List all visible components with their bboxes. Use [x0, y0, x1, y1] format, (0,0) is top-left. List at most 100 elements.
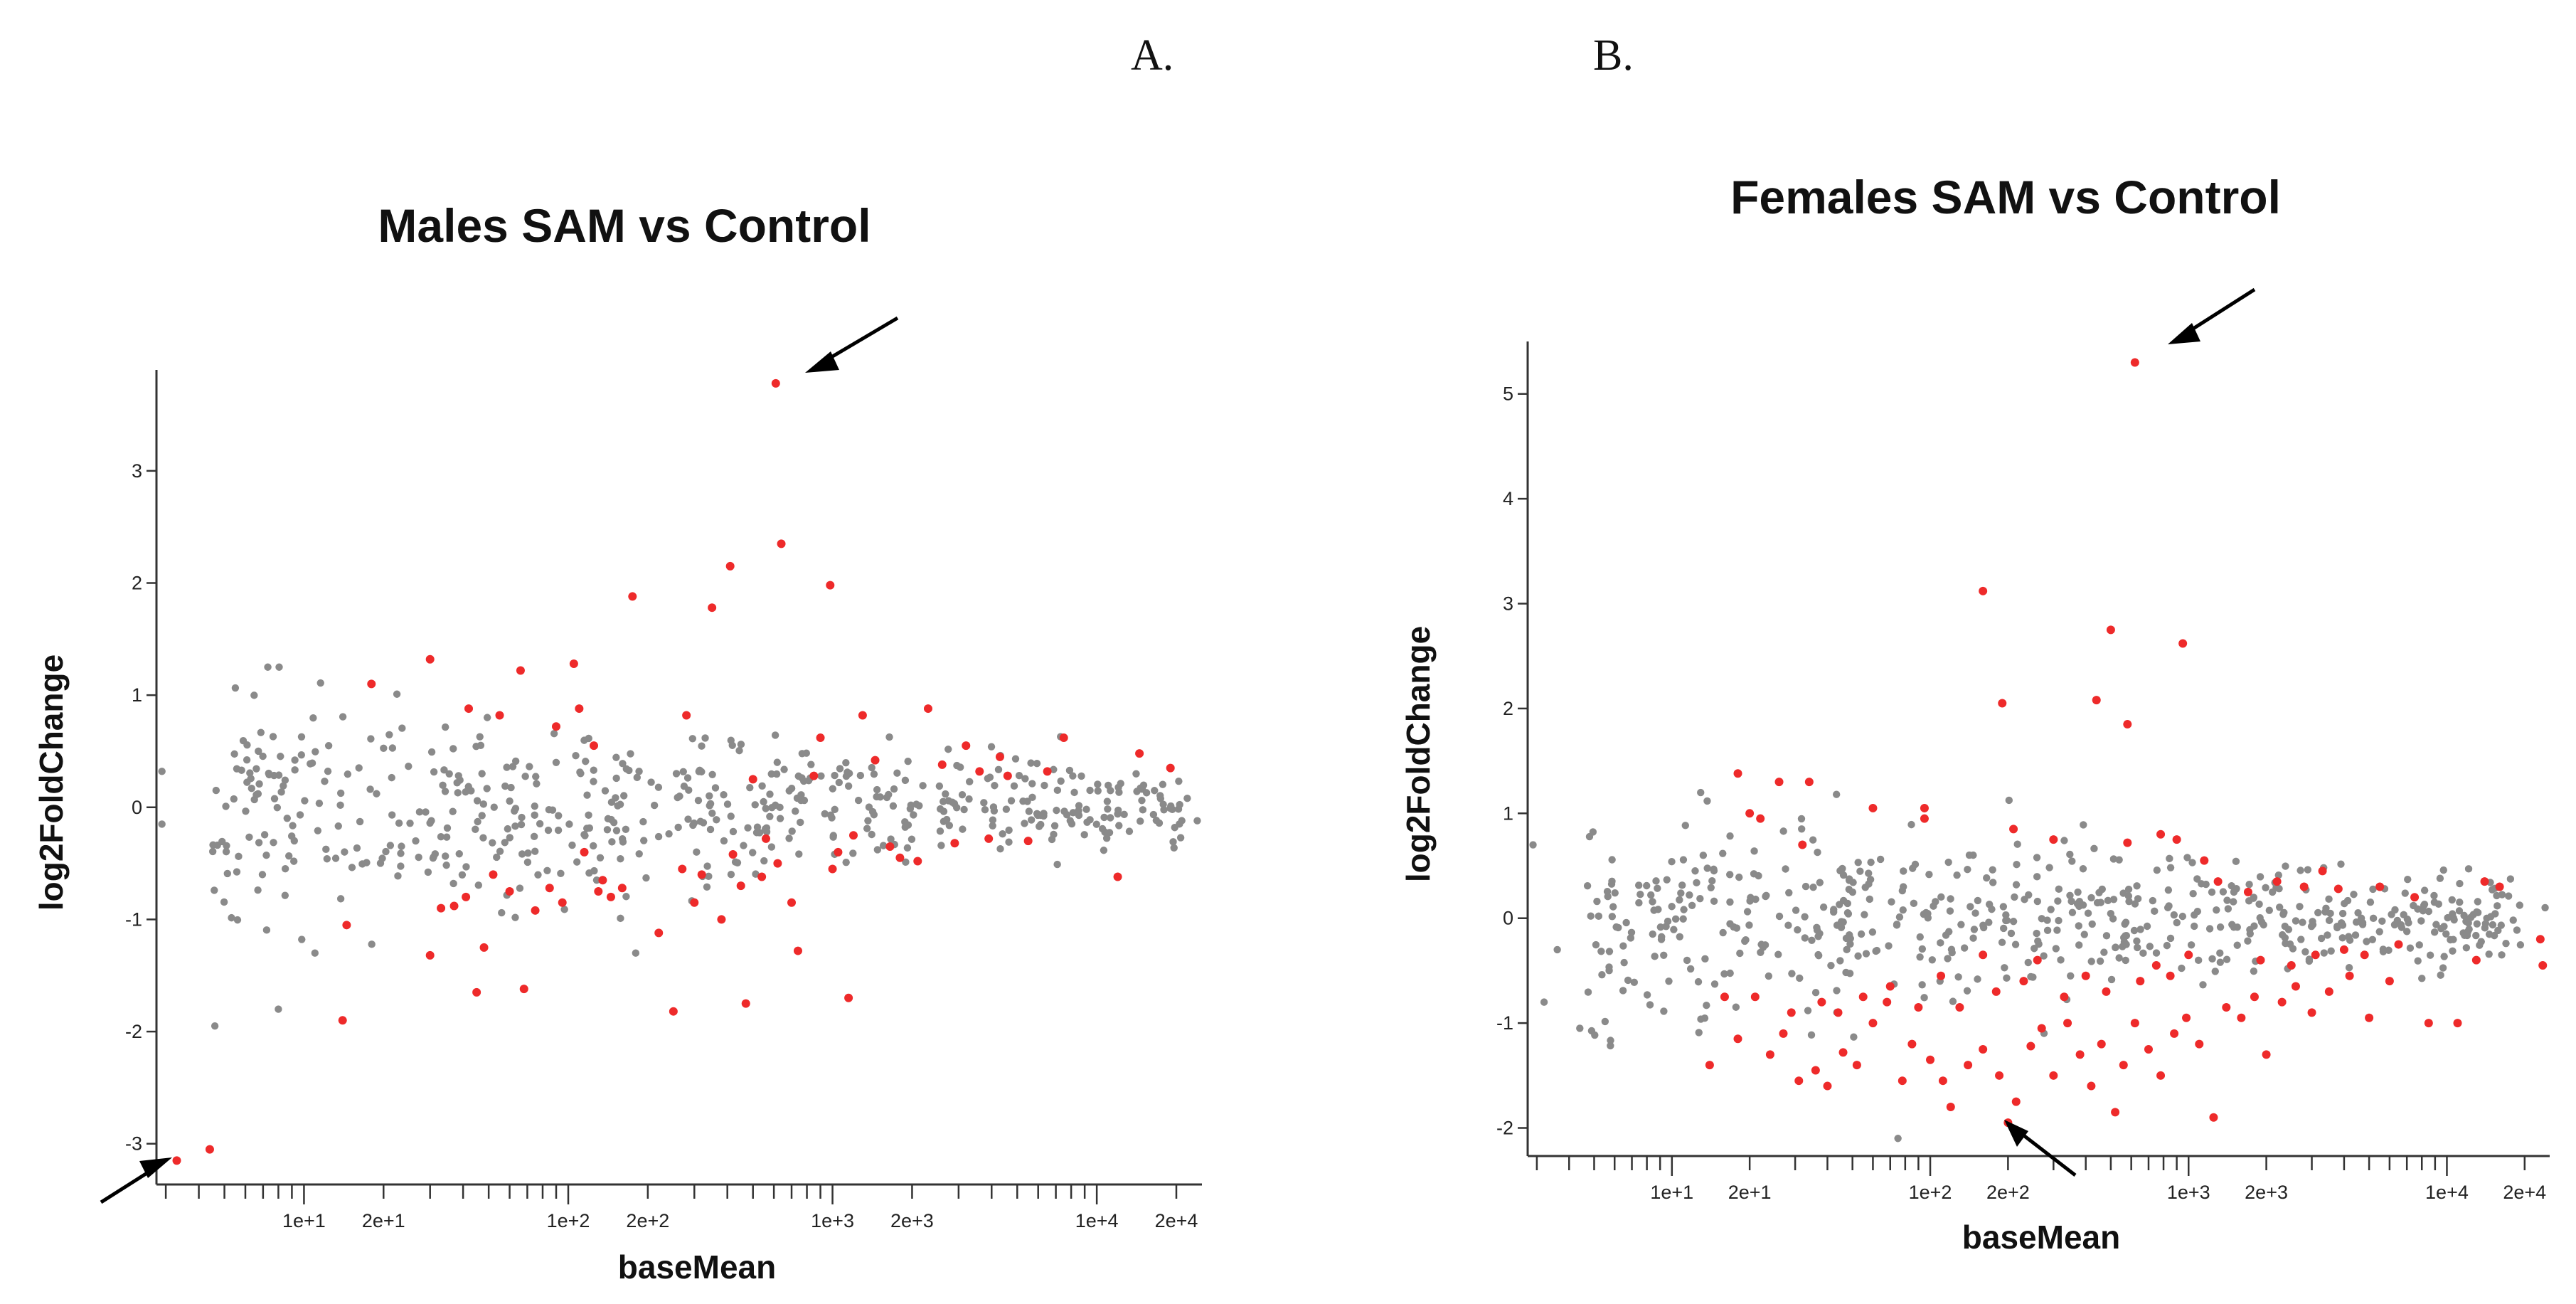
nonsig-point	[388, 773, 395, 782]
nonsig-point	[2075, 941, 2083, 949]
nonsig-point	[2483, 914, 2491, 923]
nonsig-point	[1607, 1037, 1614, 1044]
nonsig-point	[987, 743, 996, 751]
nonsig-point	[944, 746, 952, 753]
nonsig-point	[2504, 892, 2513, 900]
nonsig-point	[1166, 805, 1174, 812]
nonsig-point	[1686, 891, 1693, 899]
nonsig-point	[2149, 896, 2157, 905]
nonsig-point	[415, 853, 422, 862]
nonsig-point	[2430, 928, 2439, 936]
nonsig-point	[727, 812, 735, 820]
nonsig-point	[316, 679, 324, 687]
nonsig-point	[2488, 886, 2496, 894]
sig-point	[551, 722, 560, 731]
sig-point	[2287, 961, 2296, 970]
sig-point	[1885, 982, 1895, 991]
nonsig-point	[479, 800, 488, 808]
nonsig-point	[577, 770, 585, 778]
nonsig-point	[2282, 862, 2289, 870]
nonsig-point	[1696, 894, 1704, 903]
sig-point	[736, 881, 745, 891]
nonsig-point	[936, 827, 944, 835]
nonsig-point	[545, 805, 553, 814]
nonsig-point	[283, 815, 291, 822]
nonsig-point	[235, 852, 243, 861]
nonsig-point	[696, 817, 705, 825]
sig-point	[1920, 814, 1929, 823]
nonsig-point	[1176, 800, 1183, 809]
nonsig-point	[2191, 922, 2198, 931]
nonsig-point	[1866, 895, 1874, 903]
nonsig-point	[1040, 781, 1048, 790]
nonsig-point	[331, 854, 340, 862]
sig-point	[858, 711, 867, 720]
nonsig-point	[1665, 977, 1673, 985]
nonsig-point	[422, 808, 430, 816]
nonsig-point	[1854, 859, 1862, 866]
nonsig-point	[2244, 937, 2252, 945]
nonsig-point	[2033, 897, 2042, 906]
nonsig-point	[1885, 942, 1893, 950]
nonsig-point	[842, 758, 850, 767]
nonsig-point	[1587, 1027, 1596, 1035]
nonsig-point	[568, 841, 576, 849]
nonsig-point	[2466, 913, 2475, 921]
nonsig-point	[1114, 783, 1122, 792]
sig-point	[2538, 961, 2548, 970]
nonsig-point	[257, 728, 265, 736]
nonsig-point	[1797, 815, 1806, 823]
nonsig-point	[262, 926, 271, 934]
nonsig-point	[1105, 781, 1112, 790]
nonsig-point	[2420, 901, 2428, 910]
nonsig-point	[1021, 820, 1028, 827]
nonsig-point	[1676, 896, 1683, 904]
nonsig-point	[1634, 881, 1643, 889]
nonsig-point	[275, 1005, 282, 1013]
nonsig-point	[289, 857, 298, 865]
nonsig-point	[324, 768, 332, 775]
nonsig-point	[2341, 899, 2348, 908]
nonsig-point	[454, 789, 462, 797]
nonsig-point	[1814, 933, 1822, 940]
nonsig-point	[2080, 821, 2087, 829]
nonsig-point	[1169, 838, 1177, 846]
nonsig-point	[854, 796, 863, 805]
sig-point	[2182, 1013, 2191, 1022]
nonsig-point	[831, 805, 839, 814]
nonsig-point	[260, 831, 269, 839]
nonsig-point	[222, 847, 230, 856]
nonsig-point	[1937, 893, 1945, 901]
sig-point	[2339, 945, 2348, 954]
nonsig-point	[1152, 817, 1161, 825]
sig-point	[449, 901, 459, 911]
nonsig-point	[965, 795, 973, 803]
sig-point	[1920, 803, 1929, 812]
sig-point	[2277, 997, 2287, 1007]
nonsig-point	[441, 788, 449, 795]
nonsig-point	[1846, 970, 1854, 977]
nonsig-point	[2350, 891, 2358, 899]
nonsig-point	[752, 829, 761, 837]
nonsig-point	[1627, 928, 1636, 937]
sig-point	[2156, 829, 2166, 839]
nonsig-point	[363, 859, 371, 866]
nonsig-point	[887, 835, 895, 843]
sig-point	[2272, 877, 2282, 886]
nonsig-point	[1974, 896, 1982, 905]
sig-point	[1043, 767, 1052, 776]
nonsig-point	[672, 770, 681, 778]
nonsig-point	[2402, 928, 2411, 935]
nonsig-point	[1792, 906, 1800, 914]
sig-point	[1868, 803, 1878, 812]
nonsig-point	[1957, 921, 1965, 928]
sig-point	[1733, 769, 1742, 778]
nonsig-point	[1865, 880, 1873, 888]
nonsig-point	[2405, 918, 2412, 927]
nonsig-point	[1086, 786, 1094, 795]
nonsig-point	[844, 782, 853, 790]
nonsig-point	[2506, 875, 2515, 883]
nonsig-point	[608, 838, 616, 846]
x-tick-label: 1e+1	[1650, 1182, 1693, 1203]
